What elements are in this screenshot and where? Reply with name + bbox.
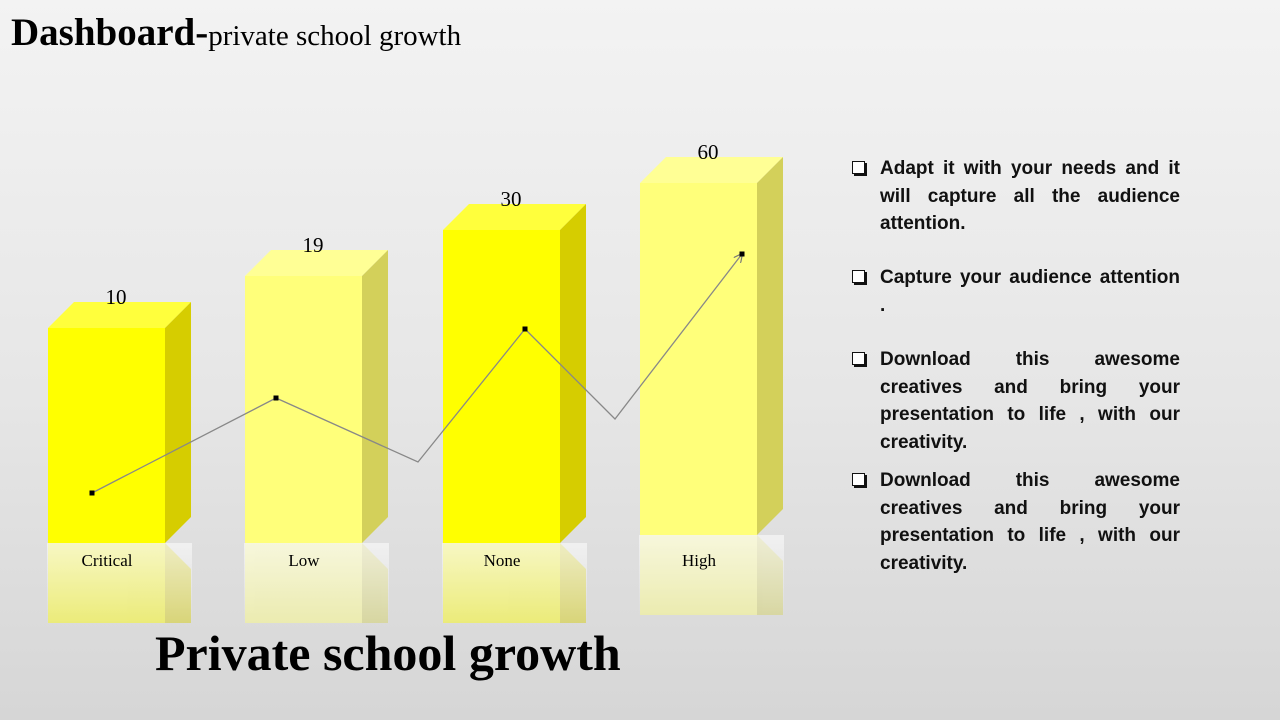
checkbox-bullet-icon <box>852 161 865 174</box>
reflection-fade <box>47 543 192 625</box>
trend-marker <box>739 251 745 257</box>
bullet-text: Capture your audience attention . <box>880 267 1180 316</box>
data-label: 10 <box>106 285 127 309</box>
data-label: 60 <box>698 140 719 164</box>
data-labels-group: 10 19 30 60 <box>106 140 719 309</box>
page-title: Dashboard-private school growth <box>11 10 461 55</box>
category-label: High <box>682 551 717 570</box>
trend-marker <box>89 490 95 496</box>
bullet-item: Adapt it with your needs and it will cap… <box>850 155 1180 238</box>
bullet-item: Download this awesome creatives and brin… <box>850 346 1180 456</box>
bar-reflections <box>47 535 784 625</box>
bar-front-face <box>640 183 757 535</box>
reflection-fade <box>244 543 389 625</box>
bar-low <box>245 250 388 543</box>
title-sub: private school growth <box>208 20 462 52</box>
bar-side-face <box>560 204 586 543</box>
bullet-text: Adapt it with your needs and it will cap… <box>880 158 1180 234</box>
trend-marker <box>273 395 279 401</box>
bar-front-face <box>245 276 362 543</box>
category-labels-group: Critical Low None High <box>82 551 717 570</box>
reflection-fade <box>442 543 587 625</box>
bar-top-face <box>443 204 586 230</box>
chart-title: Private school growth <box>155 625 621 681</box>
bar-side-face <box>165 302 191 543</box>
bar-none <box>443 204 586 543</box>
trend-line-group <box>89 251 745 496</box>
category-label: Low <box>288 551 320 570</box>
bars-group <box>48 157 783 543</box>
checkbox-bullet-icon <box>852 270 865 283</box>
bar-front-face <box>48 328 165 543</box>
bar-top-face <box>48 302 191 328</box>
data-label: 30 <box>501 187 522 211</box>
trend-marker <box>522 326 528 332</box>
bar-top-face <box>245 250 388 276</box>
checkbox-bullet-icon <box>852 352 865 365</box>
category-label: None <box>484 551 521 570</box>
bullet-text: Download this awesome creatives and brin… <box>880 470 1180 574</box>
trend-line <box>91 254 742 494</box>
bar-chart: 10 19 30 60 Critical Low None High <box>47 140 784 625</box>
bar-front-face <box>443 230 560 543</box>
bar-side-face <box>757 157 783 535</box>
bullet-item: Download this awesome creatives and brin… <box>850 467 1180 577</box>
bar-high <box>640 157 783 535</box>
title-main: Dashboard- <box>11 11 209 54</box>
data-label: 19 <box>303 233 324 257</box>
bullet-item: Capture your audience attention . <box>850 264 1180 319</box>
bar-side-face <box>362 250 388 543</box>
category-label: Critical <box>82 551 133 570</box>
checkbox-bullet-icon <box>852 473 865 486</box>
bar-critical <box>48 302 191 543</box>
reflection-fade <box>639 535 784 617</box>
bar-top-face <box>640 157 783 183</box>
bullet-text: Download this awesome creatives and brin… <box>880 349 1180 453</box>
